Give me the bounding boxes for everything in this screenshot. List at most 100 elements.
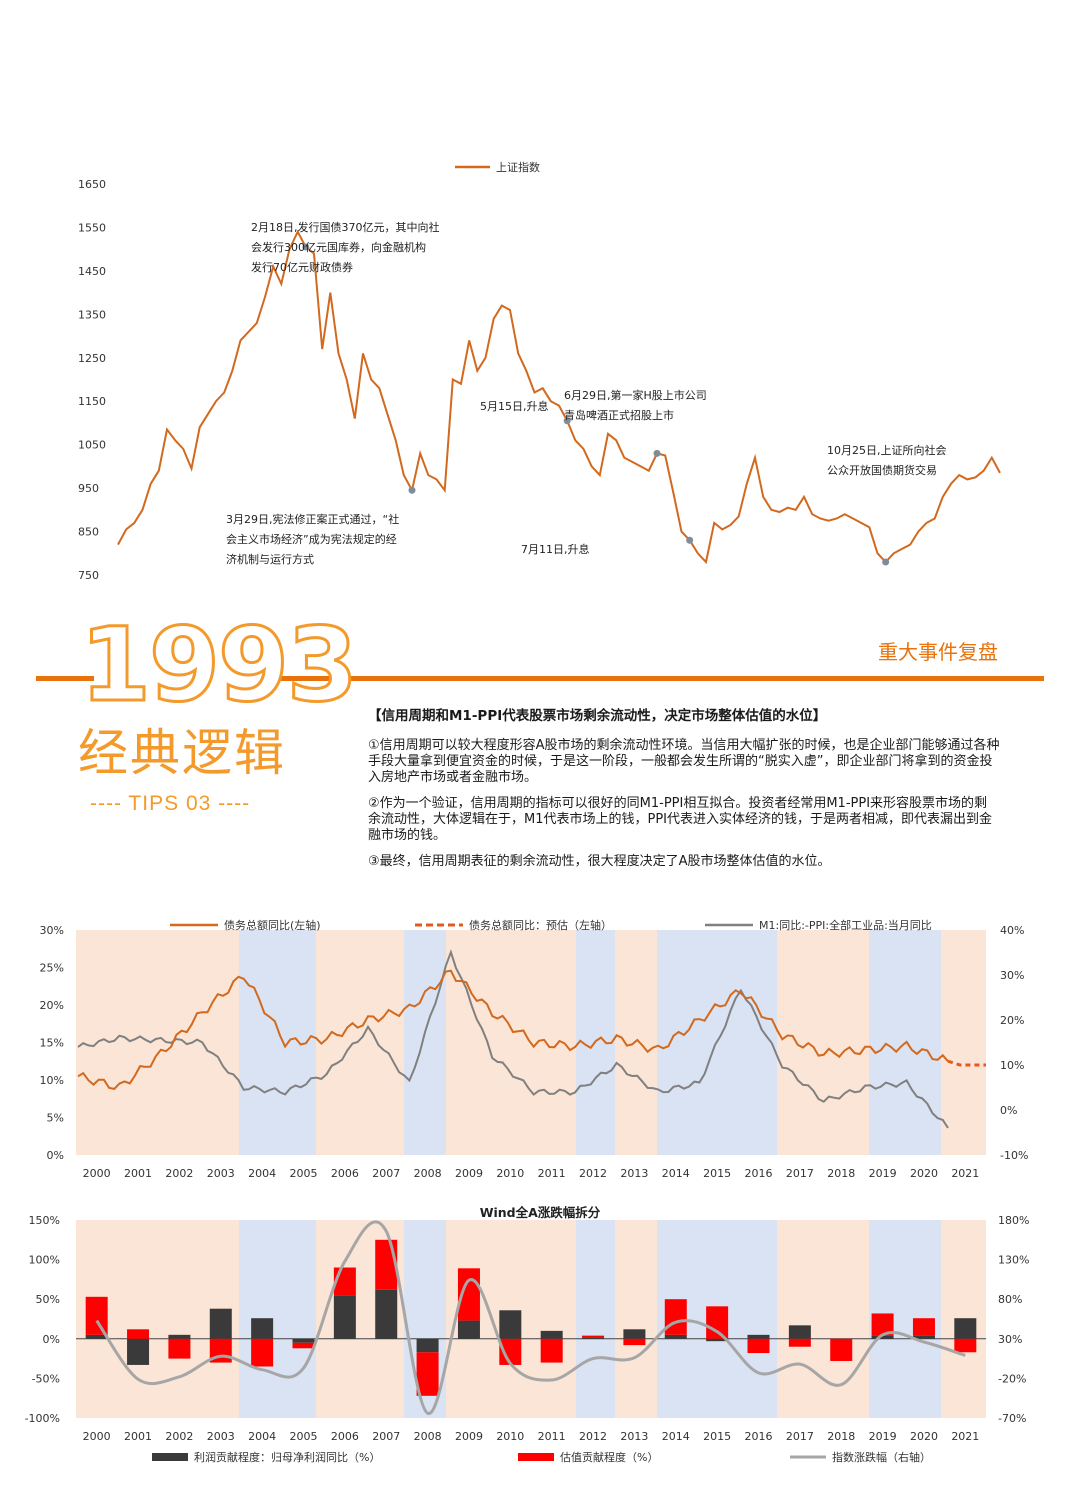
bottom-year-tick: 2017	[786, 1430, 814, 1443]
annotation-marker	[882, 558, 890, 566]
index-change-line	[95, 1220, 966, 1415]
bottom-chart-title: Wind全A涨跌幅拆分	[480, 1205, 601, 1220]
bottom-year-tick: 2018	[827, 1430, 855, 1443]
cycle-band	[777, 930, 869, 1155]
bottom-year-tick: 2005	[290, 1430, 318, 1443]
mid-right-ticks: 40% 30% 20% 10% 0% -10%	[1000, 924, 1028, 1162]
top-y-tick: 850	[78, 526, 99, 539]
bottom-year-tick: 2007	[372, 1430, 400, 1443]
bottom-left-tick: 150%	[29, 1214, 60, 1227]
bottom-year-tick: 2003	[207, 1430, 235, 1443]
top-y-ticks: 1650 1550 1450 1350 1250 1150 1050 950 850 750	[78, 178, 106, 582]
logic-paragraph-1: ①信用周期可以较大程度形容A股市场的剩余流动性环境。当信用大幅扩张的时候，也是企…	[368, 738, 1000, 785]
legend-swatch-valuation	[518, 1453, 554, 1461]
cycle-band	[615, 1220, 657, 1418]
annotation-marker	[302, 243, 310, 251]
profit-bar	[333, 1295, 356, 1339]
mid-left-tick: 25%	[40, 962, 64, 975]
mid-year-tick: 2011	[538, 1167, 566, 1180]
annotation-line: 发行70亿元财政债券	[251, 260, 353, 274]
annotation-line: 5月15日,升息	[480, 399, 549, 413]
annotations: 2月18日,发行国债370亿元，其中向社会发行300亿元国库券，向金融机构发行7…	[226, 220, 947, 566]
bottom-left-tick: 50%	[36, 1293, 60, 1306]
annotation-marker	[686, 536, 694, 544]
valuation-bar	[830, 1338, 853, 1361]
annotation-line: 会主义市场经济”成为宪法规定的经	[226, 532, 397, 546]
annotation-line: 2月18日,发行国债370亿元，其中向社	[251, 220, 440, 234]
section-right-title: 重大事件复盘	[878, 640, 998, 664]
debt-m1ppi-chart: 债务总额同比(左轴) 债务总额同比：预估（左轴） M1:同比:-PPI:全部工业…	[40, 918, 1029, 1180]
header-rule-left	[36, 676, 94, 681]
mid-year-tick: 2009	[455, 1167, 483, 1180]
mid-left-tick: 10%	[40, 1074, 64, 1087]
profit-bar	[912, 1335, 935, 1339]
mid-left-tick: 30%	[40, 924, 64, 937]
mid-left-tick: 5%	[47, 1112, 64, 1125]
bottom-right-tick: -20%	[998, 1372, 1026, 1385]
annotation-markers	[302, 243, 890, 566]
mid-year-tick: 2006	[331, 1167, 359, 1180]
top-y-tick: 1150	[78, 395, 106, 408]
cycle-band	[76, 930, 239, 1155]
mid-year-tick: 2012	[579, 1167, 607, 1180]
profit-bar	[499, 1310, 522, 1339]
cycle-band	[316, 930, 404, 1155]
cycle-band	[446, 930, 576, 1155]
profit-bar	[582, 1337, 605, 1339]
annotation-marker	[653, 449, 661, 457]
mid-year-tick: 2013	[620, 1167, 648, 1180]
valuation-bar	[664, 1299, 687, 1335]
mid-year-tick: 2003	[207, 1167, 235, 1180]
legend-label-m1ppi: M1:同比:-PPI:全部工业品:当月同比	[759, 918, 932, 932]
bottom-year-tick: 2012	[579, 1430, 607, 1443]
valuation-bar	[871, 1313, 894, 1336]
top-y-tick: 1550	[78, 221, 106, 234]
mid-year-ticks: 2000 2001 2002 2003 2004 2005 2006 2007 2008 2009…	[83, 1167, 980, 1180]
profit-bar	[664, 1334, 687, 1339]
bottom-right-ticks: 180% 130% 80% 30% -20% -70%	[998, 1214, 1029, 1425]
mid-right-tick: 20%	[1000, 1014, 1024, 1027]
profit-bar	[954, 1318, 977, 1339]
legend-label-debt-forecast: 债务总额同比：预估（左轴）	[469, 918, 612, 932]
legend-label-valuation: 估值贡献程度（%）	[560, 1450, 658, 1464]
mid-year-tick: 2015	[703, 1167, 731, 1180]
cycle-bands	[76, 930, 986, 1155]
mid-year-tick: 2021	[951, 1167, 979, 1180]
profit-bar	[85, 1334, 108, 1339]
logic-heading: 【信用周期和M1-PPI代表股票市场剩余流动性，决定市场整体估值的水位】	[368, 708, 827, 724]
mid-right-tick: 0%	[1000, 1104, 1017, 1117]
profit-bar	[251, 1318, 274, 1339]
header-rule-right	[268, 676, 1044, 681]
annotation-line: 公众开放国债期货交易	[827, 463, 937, 477]
mid-year-tick: 2005	[290, 1167, 318, 1180]
valuation-bar	[168, 1338, 191, 1359]
cycle-band	[404, 930, 446, 1155]
mid-year-tick: 2004	[248, 1167, 276, 1180]
bottom-right-tick: 80%	[998, 1293, 1022, 1306]
valuation-bar	[954, 1338, 977, 1353]
bottom-left-tick: -50%	[32, 1372, 60, 1385]
bottom-year-tick: 2016	[745, 1430, 773, 1443]
cycle-band	[576, 1220, 615, 1418]
valuation-bar	[623, 1338, 646, 1346]
valuation-bar	[292, 1342, 315, 1349]
profit-bar	[788, 1325, 811, 1339]
bottom-year-tick: 2020	[910, 1430, 938, 1443]
profit-bar	[540, 1330, 563, 1339]
valuation-bar	[85, 1296, 108, 1335]
top-y-tick: 1450	[78, 265, 106, 278]
legend-swatch-profit	[152, 1453, 188, 1461]
valuation-bar	[127, 1329, 150, 1339]
bottom-right-tick: -70%	[998, 1412, 1026, 1425]
bottom-year-tick: 2015	[703, 1430, 731, 1443]
annotation-marker	[408, 486, 416, 494]
shanghai-index-chart: 上证指数 1650 1550 1450 1350 1250 1150 1050 950 850 7…	[78, 160, 1001, 582]
bottom-year-tick: 2004	[248, 1430, 276, 1443]
bottom-left-ticks: 150% 100% 50% 0% -50% -100%	[25, 1214, 60, 1425]
top-y-tick: 1250	[78, 352, 106, 365]
bottom-year-tick: 2019	[869, 1430, 897, 1443]
bottom-year-tick: 2010	[496, 1430, 524, 1443]
mid-year-tick: 2007	[372, 1167, 400, 1180]
tips-label: ---- TIPS 03 ----	[90, 792, 251, 815]
annotation-line: 会发行300亿元国库券，向金融机构	[251, 240, 426, 254]
